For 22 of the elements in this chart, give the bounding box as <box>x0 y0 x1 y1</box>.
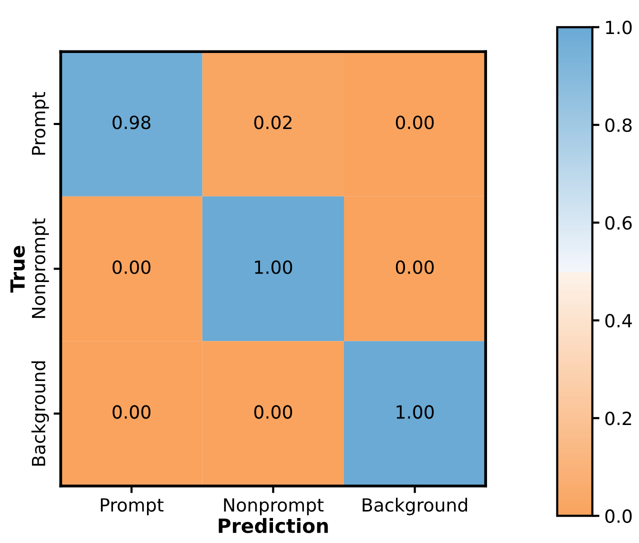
color-bar-label: 0.6 <box>605 216 632 230</box>
data-label: 1.00 <box>255 260 292 274</box>
color-bar-label: 0.2 <box>605 412 632 426</box>
color-bar-label: 0.4 <box>605 314 632 328</box>
y-axis-title: True <box>10 246 25 293</box>
data-label: 0.00 <box>112 405 150 419</box>
data-label: 0.02 <box>254 116 292 130</box>
color-bar-label: 0.8 <box>605 118 632 132</box>
y-tick-label: Nonprompt <box>32 218 49 318</box>
data-label: 0.00 <box>112 260 150 274</box>
data-label: 0.98 <box>112 116 150 130</box>
x-axis-title: Prediction <box>218 518 328 534</box>
color-bar-label: 0.0 <box>605 509 632 523</box>
x-tick-label: Prompt <box>100 498 164 516</box>
data-label: 0.00 <box>396 260 434 274</box>
data-label: 1.00 <box>396 405 434 419</box>
data-label: 0.00 <box>254 405 292 419</box>
x-tick-label: Nonprompt <box>224 498 324 516</box>
x-tick-label: Background <box>362 498 468 516</box>
y-tick-label: Prompt <box>32 92 49 155</box>
data-label: 0.00 <box>396 116 434 130</box>
color-bar-label: 1.0 <box>606 20 632 34</box>
